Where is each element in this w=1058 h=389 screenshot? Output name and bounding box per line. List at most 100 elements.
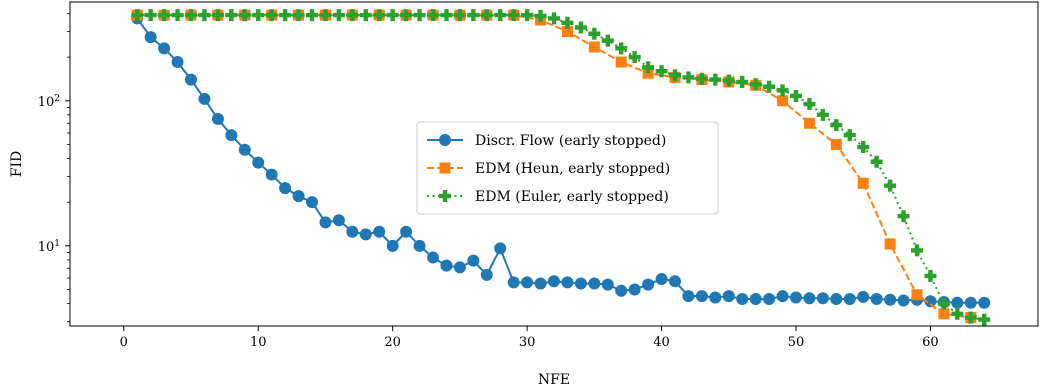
data-point bbox=[427, 251, 439, 264]
data-point bbox=[857, 177, 869, 189]
data-point bbox=[803, 117, 815, 129]
data-point bbox=[911, 289, 923, 301]
data-point bbox=[601, 278, 614, 291]
data-point bbox=[198, 92, 211, 105]
data-point bbox=[548, 275, 560, 288]
data-point bbox=[978, 313, 991, 326]
data-point bbox=[601, 34, 614, 47]
data-point bbox=[803, 292, 816, 305]
data-point bbox=[265, 168, 278, 181]
data-point bbox=[507, 9, 520, 22]
data-point bbox=[467, 254, 480, 267]
data-point bbox=[359, 228, 372, 241]
data-point bbox=[588, 41, 600, 53]
data-point bbox=[830, 138, 842, 150]
data-point bbox=[480, 9, 493, 22]
data-point bbox=[319, 216, 332, 229]
data-point bbox=[790, 89, 802, 102]
data-point bbox=[830, 292, 843, 305]
data-point bbox=[628, 283, 641, 296]
data-point bbox=[628, 51, 641, 64]
data-point bbox=[951, 307, 964, 320]
data-point bbox=[238, 9, 251, 22]
data-point bbox=[588, 277, 601, 290]
data-point bbox=[964, 296, 977, 309]
data-point bbox=[225, 9, 238, 22]
legend: Discr. Flow (early stopped) EDM (Heun, ea… bbox=[416, 121, 719, 215]
data-point bbox=[655, 65, 668, 78]
data-point bbox=[359, 9, 372, 22]
legend-entry: Discr. Flow (early stopped) bbox=[475, 133, 666, 149]
data-point bbox=[292, 190, 305, 203]
data-point bbox=[897, 210, 910, 223]
data-point bbox=[964, 311, 977, 324]
data-point bbox=[400, 9, 413, 22]
data-point bbox=[453, 261, 466, 274]
x-axis-label: NFE bbox=[538, 372, 570, 388]
data-point bbox=[709, 73, 722, 86]
series-line bbox=[136, 17, 985, 304]
data-point bbox=[736, 292, 749, 305]
data-point bbox=[938, 308, 950, 320]
x-tick-label: 60 bbox=[922, 335, 939, 350]
data-point bbox=[332, 9, 345, 22]
data-point bbox=[695, 72, 708, 85]
data-point bbox=[870, 155, 883, 168]
data-point bbox=[413, 239, 426, 252]
data-point bbox=[777, 95, 789, 107]
data-point bbox=[521, 9, 534, 22]
data-point bbox=[332, 214, 345, 227]
data-point bbox=[897, 294, 910, 307]
data-point bbox=[924, 269, 937, 282]
data-point bbox=[386, 9, 399, 22]
data-point bbox=[211, 112, 224, 125]
data-point bbox=[252, 9, 265, 22]
data-point bbox=[615, 56, 627, 68]
data-point bbox=[682, 290, 695, 303]
data-point bbox=[763, 80, 776, 93]
data-point bbox=[642, 61, 655, 74]
data-point bbox=[749, 292, 762, 305]
data-point bbox=[427, 9, 439, 22]
data-point bbox=[225, 129, 238, 142]
series-1 bbox=[131, 12, 991, 309]
data-point bbox=[480, 268, 493, 281]
data-point bbox=[763, 292, 776, 305]
data-point bbox=[238, 143, 251, 156]
data-point bbox=[534, 277, 547, 290]
data-point bbox=[171, 56, 184, 69]
data-point bbox=[561, 276, 574, 289]
data-point bbox=[453, 9, 466, 22]
data-point bbox=[534, 9, 547, 22]
data-point bbox=[292, 9, 305, 22]
data-point bbox=[682, 71, 695, 84]
legend-entry: EDM (Heun, early stopped) bbox=[475, 161, 670, 177]
data-point bbox=[843, 129, 856, 142]
plot-frame bbox=[69, 1, 1039, 327]
y-axis-label: FID bbox=[9, 151, 25, 177]
data-point bbox=[346, 9, 359, 22]
data-point bbox=[561, 26, 573, 38]
data-point bbox=[211, 9, 224, 22]
data-point bbox=[158, 42, 171, 55]
data-point bbox=[440, 9, 453, 22]
data-point bbox=[884, 238, 896, 250]
data-point bbox=[346, 225, 359, 238]
x-tick-label: 0 bbox=[120, 335, 128, 350]
data-point bbox=[816, 292, 829, 305]
x-tick-label: 50 bbox=[788, 335, 805, 350]
data-point bbox=[185, 73, 197, 86]
data-point bbox=[306, 9, 318, 22]
data-point bbox=[722, 290, 735, 303]
series-layer bbox=[131, 9, 991, 326]
x-tick-label: 30 bbox=[519, 335, 536, 350]
data-point bbox=[574, 277, 587, 290]
x-tick-label: 40 bbox=[653, 335, 670, 350]
legend-entry: EDM (Euler, early stopped) bbox=[475, 189, 669, 205]
data-point bbox=[884, 293, 897, 306]
data-point bbox=[373, 9, 386, 22]
data-point bbox=[386, 239, 399, 252]
data-point bbox=[171, 9, 184, 22]
data-point bbox=[588, 27, 601, 40]
